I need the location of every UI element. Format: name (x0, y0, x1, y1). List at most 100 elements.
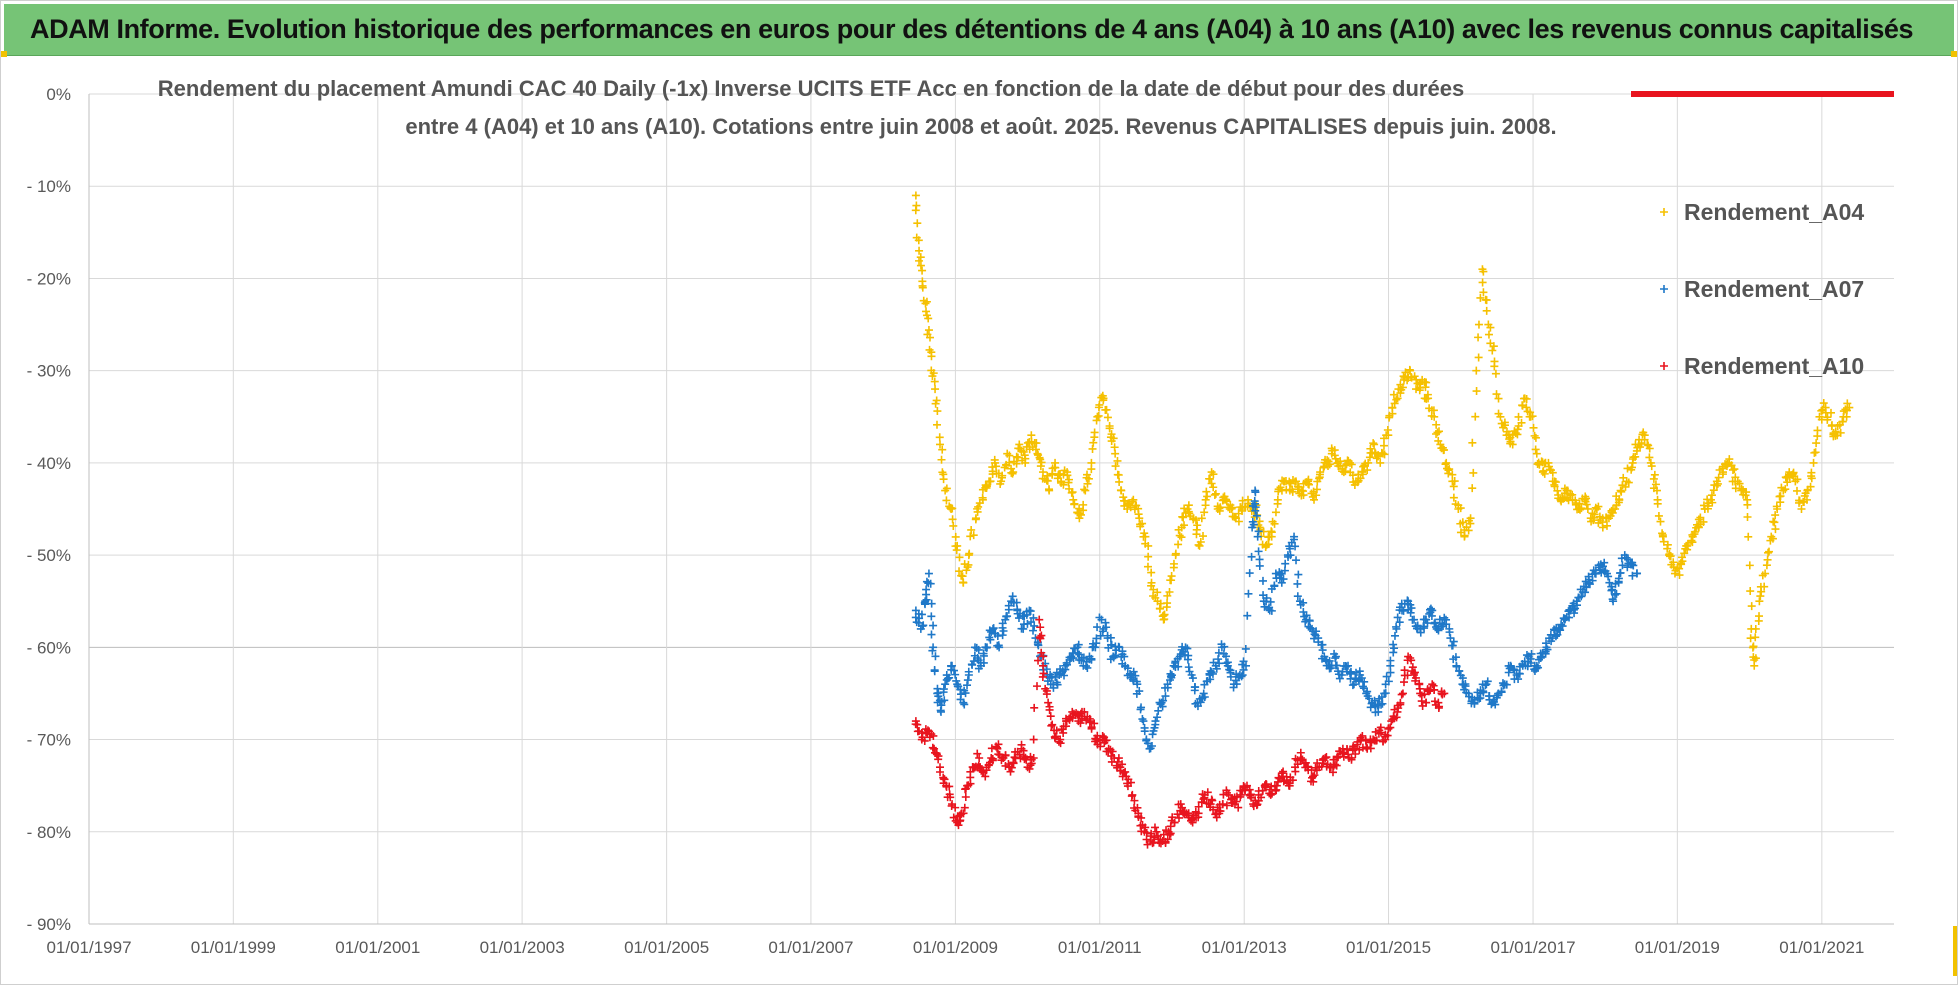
data-point (1103, 413, 1112, 422)
data-point (1075, 504, 1084, 513)
data-point (1551, 478, 1560, 487)
data-point (1262, 780, 1271, 789)
data-point (1151, 720, 1160, 729)
data-point (1245, 569, 1254, 578)
data-point (1653, 499, 1662, 508)
data-point (1063, 468, 1072, 477)
data-point (1797, 505, 1806, 513)
data-point (1449, 493, 1458, 502)
data-point (1608, 595, 1617, 604)
data-point (1070, 500, 1079, 509)
data-point (1471, 412, 1480, 421)
data-point (1379, 441, 1388, 450)
data-point (1479, 288, 1488, 297)
data-point (1029, 626, 1038, 635)
data-point (1430, 412, 1439, 421)
data-point (952, 546, 961, 555)
data-point (931, 385, 940, 394)
data-point (1827, 408, 1835, 417)
x-tick-label: 01/01/2005 (624, 938, 709, 957)
data-point (1750, 661, 1759, 670)
data-point (1003, 612, 1012, 621)
data-point (1332, 761, 1341, 770)
data-point (1209, 483, 1218, 492)
data-point (1366, 444, 1375, 453)
data-point (1415, 684, 1424, 693)
data-point (1492, 390, 1501, 399)
data-point (1012, 452, 1021, 461)
data-point (1222, 497, 1231, 506)
data-point (1267, 606, 1276, 615)
data-point (1458, 518, 1467, 527)
data-point (1154, 706, 1163, 715)
data-point (1358, 682, 1367, 691)
data-point (1383, 731, 1392, 740)
data-point (1615, 496, 1624, 505)
data-point (1514, 412, 1523, 421)
data-point (1405, 365, 1414, 374)
data-point (1177, 533, 1186, 542)
x-tick-label: 01/01/2001 (335, 938, 420, 957)
data-point (1795, 498, 1804, 507)
data-point (1582, 500, 1591, 509)
chart-title-line-2: entre 4 (A04) et 10 ans (A10). Cotations… (405, 114, 1556, 139)
data-point (1382, 672, 1391, 681)
data-point (930, 667, 939, 676)
data-point (1496, 412, 1505, 421)
data-point (1474, 353, 1483, 362)
data-point (1048, 720, 1057, 729)
data-point (971, 514, 980, 523)
data-point (1163, 835, 1172, 844)
data-point (948, 504, 957, 513)
data-point (1291, 542, 1300, 551)
grid-layer (88, 93, 1894, 925)
data-point (1092, 634, 1101, 643)
data-point (1099, 396, 1108, 405)
data-point (1250, 497, 1259, 506)
data-point (1114, 754, 1123, 763)
data-point (1036, 623, 1045, 632)
data-point (1665, 551, 1674, 560)
data-point (1397, 690, 1406, 699)
data-point (1428, 680, 1437, 689)
data-point (1755, 597, 1764, 606)
data-point (1381, 689, 1390, 698)
data-point (1656, 517, 1665, 526)
data-point (1098, 627, 1107, 636)
data-point (930, 377, 939, 386)
data-point (1087, 654, 1096, 663)
data-point (1812, 439, 1821, 448)
data-point (1532, 661, 1541, 670)
data-point (1194, 802, 1203, 811)
data-point (1600, 558, 1609, 567)
data-point (1594, 502, 1603, 511)
data-point (1167, 576, 1176, 585)
data-point (922, 297, 931, 306)
data-point (1148, 741, 1156, 750)
data-point (1618, 561, 1627, 570)
data-point (1358, 470, 1367, 479)
data-point (925, 333, 934, 342)
data-point (1449, 482, 1458, 491)
data-point (1140, 723, 1149, 732)
data-point (945, 790, 954, 799)
data-point (1021, 454, 1030, 463)
data-point (1128, 790, 1137, 799)
data-point (1131, 671, 1140, 680)
data-point (1141, 532, 1150, 541)
data-point (930, 744, 939, 753)
data-point (1047, 721, 1056, 730)
data-point (920, 736, 929, 745)
data-point (1191, 516, 1200, 525)
data-point (1076, 719, 1085, 728)
data-point (1345, 458, 1354, 467)
data-point (1744, 532, 1753, 541)
data-point (1677, 553, 1686, 562)
data-point (1514, 675, 1523, 684)
data-point (1532, 449, 1541, 458)
data-point (1257, 793, 1266, 802)
data-point (1008, 592, 1017, 601)
data-point (1632, 569, 1641, 578)
data-point (1237, 672, 1246, 681)
